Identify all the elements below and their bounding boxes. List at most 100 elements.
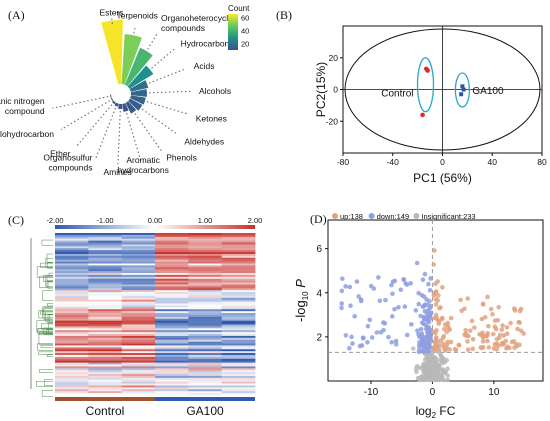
down-point xyxy=(427,313,433,319)
heatmap-cell xyxy=(88,381,123,384)
heatmap-cell xyxy=(88,330,123,333)
down-point xyxy=(426,281,431,287)
heatmap-cell xyxy=(121,284,156,287)
down-point xyxy=(416,349,422,355)
up-point xyxy=(463,328,468,333)
dendrogram-branch xyxy=(42,290,53,301)
heatmap-cell xyxy=(121,301,156,304)
heatmap-cell xyxy=(55,318,89,322)
heatmap-cell xyxy=(88,297,123,301)
heatmap-cell xyxy=(88,334,123,337)
down-point xyxy=(352,313,357,319)
heatmap-cell xyxy=(88,253,123,257)
insignificant-point xyxy=(410,346,416,351)
heatmap-cell xyxy=(121,313,156,316)
heatmap-cell xyxy=(88,290,123,293)
down-point xyxy=(393,342,399,347)
heatmap-cell xyxy=(88,299,123,303)
heatmap-cell xyxy=(155,307,189,310)
heatmap-cell xyxy=(88,370,123,373)
dotted-leader xyxy=(94,107,117,160)
up-point xyxy=(447,327,453,332)
category-label: compounds xyxy=(49,163,93,173)
polar-bar xyxy=(111,100,116,105)
heatmap-cell xyxy=(121,280,156,283)
heatmap-cell xyxy=(221,370,256,373)
category-label: Alcohols xyxy=(199,86,231,96)
heatmap-cell xyxy=(188,233,223,236)
up-point xyxy=(445,320,451,326)
heatmap-cell xyxy=(188,311,223,314)
heatmap-cell xyxy=(121,271,156,274)
dotted-leader xyxy=(134,113,163,152)
heatmap-cell xyxy=(88,320,123,323)
down-point xyxy=(339,276,345,281)
heatmap-cell xyxy=(155,353,189,356)
heatmap-cell xyxy=(55,255,89,259)
dotted-leader xyxy=(151,48,175,69)
down-point xyxy=(382,321,388,326)
dotted-leader xyxy=(126,113,142,162)
heatmap-cell xyxy=(121,244,156,247)
heatmap-cell xyxy=(188,387,223,390)
heatmap-cell xyxy=(88,240,123,243)
heatmap-cell xyxy=(88,393,123,396)
heatmap-cell xyxy=(188,265,223,268)
heatmap-cell xyxy=(88,335,123,339)
heatmap-cell xyxy=(155,261,189,264)
up-point xyxy=(436,293,441,298)
ga100-point xyxy=(459,92,464,97)
dotted-leader xyxy=(52,96,109,109)
heatmap-cell xyxy=(188,244,223,247)
dendrogram-branch xyxy=(46,354,53,357)
heatmap-cell xyxy=(121,381,156,384)
heatmap-cell xyxy=(121,252,156,255)
category-label: Amines xyxy=(103,167,131,177)
category-label: Phenols xyxy=(166,153,197,163)
heatmap-cell xyxy=(221,276,256,280)
heatmap-cell xyxy=(155,343,189,346)
heatmap-cell xyxy=(155,328,189,331)
up-point xyxy=(517,320,522,325)
up-point xyxy=(485,294,490,300)
heatmap-cell xyxy=(121,276,156,280)
category-label: Organoheterocyclic xyxy=(161,13,235,23)
down-point xyxy=(354,279,360,284)
heatmap-cell xyxy=(155,269,189,272)
colorbar-tick: -1.00 xyxy=(96,216,113,225)
down-point xyxy=(349,334,354,340)
heatmap-cell xyxy=(88,292,123,295)
heatmap-cell xyxy=(188,372,223,375)
heatmap-cell xyxy=(221,354,256,358)
heatmap-cell xyxy=(155,288,189,291)
dendrogram-branch xyxy=(38,332,53,345)
heatmap-cell xyxy=(188,257,223,261)
heatmap-cell xyxy=(88,387,123,390)
up-point xyxy=(501,333,507,338)
series-label-ga100: GA100 xyxy=(472,86,504,97)
heatmap-cell xyxy=(55,267,89,270)
heatmap-cell xyxy=(88,385,123,388)
down-point xyxy=(389,314,395,319)
category-label: Aldehydes xyxy=(184,136,224,146)
colorbar-tick: 2.00 xyxy=(248,216,263,225)
heatmap-cell xyxy=(88,324,123,327)
category-label: Acids xyxy=(194,61,215,71)
heatmap-cell xyxy=(55,274,89,278)
heatmap-cell xyxy=(188,362,223,365)
heatmap-cell xyxy=(55,309,89,312)
heatmap-cell xyxy=(55,292,89,295)
heatmap-cell xyxy=(155,387,189,390)
insignificant-point xyxy=(445,373,450,378)
heatmap-cell xyxy=(88,313,123,316)
heatmap-cell xyxy=(55,345,89,348)
heatmap-cell xyxy=(188,280,223,283)
heatmap-cell xyxy=(221,347,256,350)
panel-a: (A) Esters Terpenoids Organoheterocyclic co… xyxy=(0,0,270,205)
heatmap-cell xyxy=(188,274,223,278)
heatmap-cell xyxy=(188,314,223,318)
dendrogram-branch xyxy=(47,281,53,289)
heatmap-cell xyxy=(88,383,123,386)
heatmap-cell xyxy=(188,379,223,383)
heatmap-cell xyxy=(88,318,123,322)
